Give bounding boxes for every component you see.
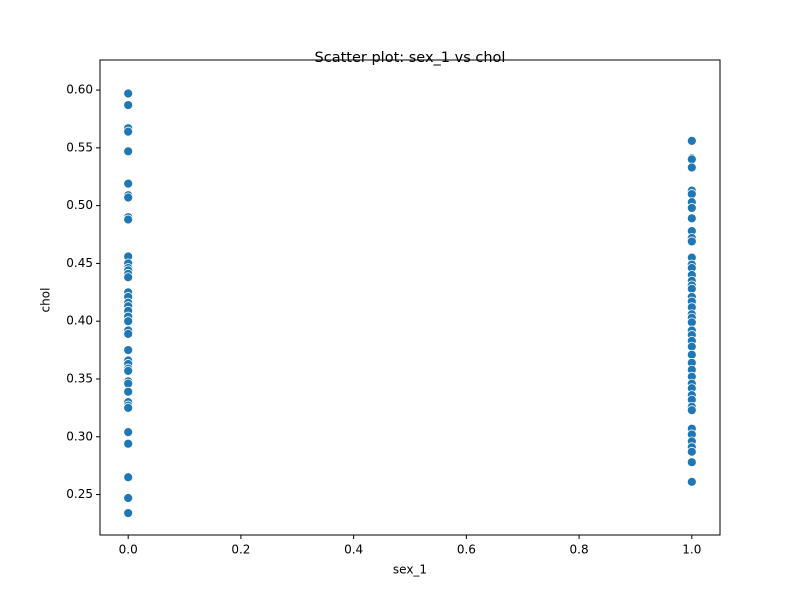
point xyxy=(123,472,134,483)
x-tick-label: 0.0 xyxy=(119,543,138,557)
point xyxy=(686,203,697,213)
y-tick-label: 0.60 xyxy=(66,83,93,97)
x-axis-label: sex_1 xyxy=(393,563,427,577)
x-tick-label: 0.6 xyxy=(457,543,476,557)
point xyxy=(686,476,697,487)
point xyxy=(123,146,134,157)
point xyxy=(123,493,134,503)
x-tick-label: 0.2 xyxy=(231,543,250,557)
point xyxy=(686,349,697,360)
point xyxy=(123,192,134,203)
chart-title: Scatter plot: sex_1 vs chol xyxy=(315,50,506,66)
point xyxy=(686,236,697,247)
point xyxy=(686,162,697,173)
y-tick-label: 0.40 xyxy=(66,314,93,328)
y-tick-label: 0.35 xyxy=(66,371,93,385)
point xyxy=(686,213,697,224)
y-axis-label: chol xyxy=(39,288,53,313)
x-tick-label: 1.0 xyxy=(682,543,701,557)
point xyxy=(123,214,134,225)
point xyxy=(123,178,134,189)
point xyxy=(123,508,134,518)
point xyxy=(686,446,697,457)
x-tick-label: 0.8 xyxy=(570,543,589,557)
y-tick-label: 0.30 xyxy=(66,429,93,443)
plot-frame xyxy=(99,59,721,536)
point xyxy=(686,136,697,146)
point xyxy=(686,317,697,328)
point xyxy=(123,88,134,99)
point xyxy=(123,438,134,449)
point xyxy=(686,154,697,165)
point xyxy=(123,427,134,438)
point xyxy=(686,457,697,468)
point xyxy=(123,386,134,397)
point xyxy=(123,365,134,376)
point xyxy=(123,100,134,110)
point xyxy=(123,378,134,389)
point xyxy=(123,316,134,327)
point xyxy=(686,341,697,352)
point xyxy=(123,126,134,137)
point xyxy=(686,405,697,416)
point xyxy=(686,189,697,199)
y-tick-label: 0.55 xyxy=(66,140,93,154)
point xyxy=(123,272,134,283)
y-tick-label: 0.50 xyxy=(66,198,93,212)
y-tick-label: 0.45 xyxy=(66,256,93,270)
x-tick-label: 0.4 xyxy=(344,543,363,557)
point xyxy=(123,345,134,355)
point xyxy=(123,329,134,339)
point xyxy=(686,283,697,294)
point xyxy=(123,402,134,413)
y-tick-label: 0.25 xyxy=(66,487,93,501)
